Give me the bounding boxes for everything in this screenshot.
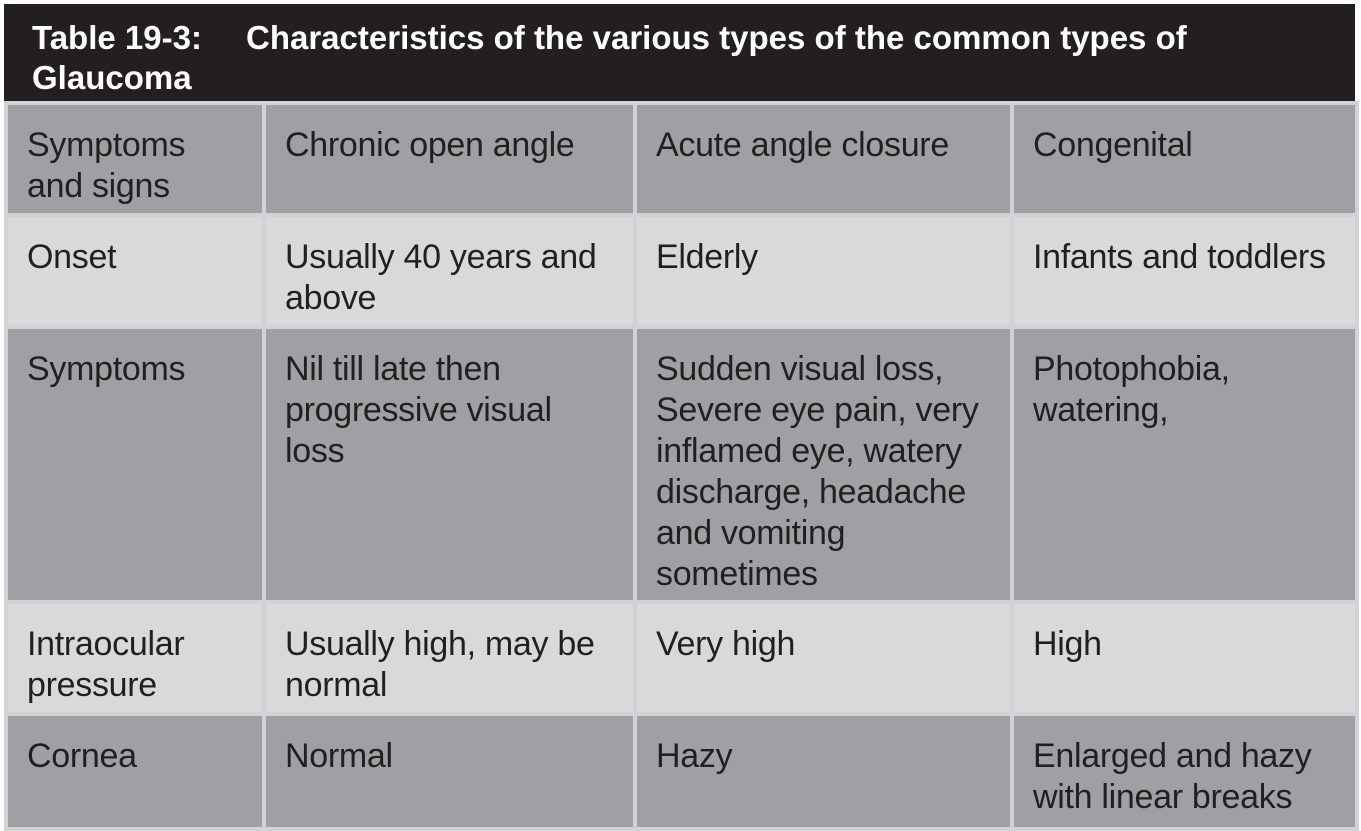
- table-title: Table 19-3: Characteristics of the variou…: [4, 4, 1355, 101]
- table-title-text: Characteristics of the various types of …: [32, 19, 1187, 96]
- header-cell-congenital: Congenital: [1010, 101, 1359, 217]
- cell-symptoms-acute-angle-closure: Sudden visual loss, Severe eye pain, ver…: [633, 325, 1014, 604]
- data-table: Symptoms and signs Chronic open angle Ac…: [4, 101, 1359, 831]
- cell-cornea-chronic-open-angle: Normal: [262, 712, 637, 831]
- header-cell-chronic-open-angle: Chronic open angle: [262, 101, 637, 217]
- cell-pressure-chronic-open-angle: Usually high, may be normal: [262, 600, 637, 716]
- header-row: Symptoms and signs Chronic open angle Ac…: [4, 101, 1359, 217]
- row-label-onset: Onset: [4, 213, 266, 329]
- cell-onset-congenital: Infants and toddlers: [1010, 213, 1359, 329]
- header-cell-symptoms-and-signs: Symptoms and signs: [4, 101, 266, 217]
- cell-pressure-acute-angle-closure: Very high: [633, 600, 1014, 716]
- table-row-intraocular-pressure: Intraocular pressure Usually high, may b…: [4, 600, 1359, 716]
- cell-onset-chronic-open-angle: Usually 40 years and above: [262, 213, 637, 329]
- cell-cornea-congenital: Enlarged and hazy with linear breaks: [1010, 712, 1359, 831]
- cell-symptoms-chronic-open-angle: Nil till late then progressive visual lo…: [262, 325, 637, 604]
- glaucoma-table: Table 19-3: Characteristics of the variou…: [4, 4, 1359, 831]
- table-row-symptoms: Symptoms Nil till late then progressive …: [4, 325, 1359, 604]
- header-cell-acute-angle-closure: Acute angle closure: [633, 101, 1014, 217]
- row-label-symptoms: Symptoms: [4, 325, 266, 604]
- cell-cornea-acute-angle-closure: Hazy: [633, 712, 1014, 831]
- table-row-onset: Onset Usually 40 years and above Elderly…: [4, 213, 1359, 329]
- table-row-cornea: Cornea Normal Hazy Enlarged and hazy wit…: [4, 712, 1359, 831]
- cell-symptoms-congenital: Photophobia, watering,: [1010, 325, 1359, 604]
- row-label-intraocular-pressure: Intraocular pressure: [4, 600, 266, 716]
- table-number: Table 19-3:: [32, 19, 202, 56]
- cell-pressure-congenital: High: [1010, 600, 1359, 716]
- cell-onset-acute-angle-closure: Elderly: [633, 213, 1014, 329]
- row-label-cornea: Cornea: [4, 712, 266, 831]
